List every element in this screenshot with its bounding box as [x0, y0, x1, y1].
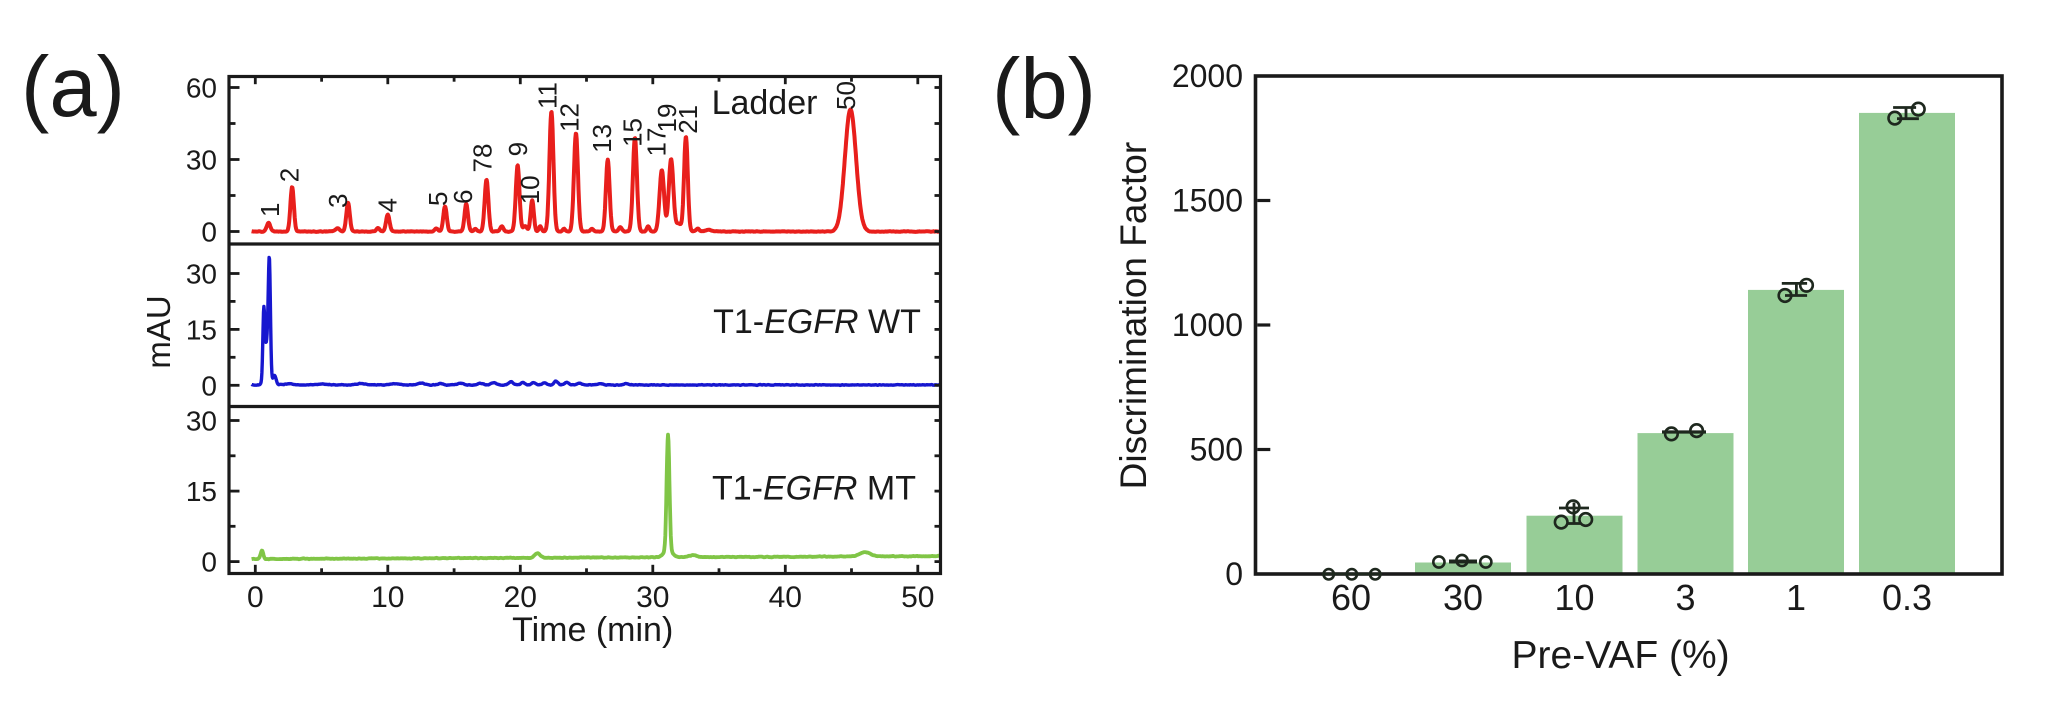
- svg-text:2000: 2000: [1172, 58, 1243, 94]
- svg-text:15: 15: [186, 314, 217, 345]
- svg-text:30: 30: [636, 581, 669, 614]
- svg-text:0: 0: [1225, 556, 1243, 592]
- svg-text:T1-EGFR WT: T1-EGFR WT: [713, 303, 921, 341]
- svg-text:0: 0: [247, 581, 264, 614]
- svg-text:0: 0: [201, 547, 217, 578]
- svg-text:2: 2: [275, 168, 305, 182]
- svg-text:Pre-VAF (%): Pre-VAF (%): [1512, 634, 1730, 677]
- svg-text:Ladder: Ladder: [712, 84, 818, 122]
- svg-text:mAU: mAU: [140, 295, 177, 368]
- svg-text:T1-EGFR MT: T1-EGFR MT: [712, 470, 916, 508]
- svg-text:78: 78: [468, 144, 498, 173]
- svg-text:5: 5: [423, 192, 453, 206]
- svg-text:(a): (a): [21, 40, 125, 135]
- svg-text:Discrimination Factor: Discrimination Factor: [1113, 142, 1154, 489]
- svg-text:9: 9: [503, 142, 533, 156]
- svg-text:10: 10: [371, 581, 404, 614]
- svg-text:1000: 1000: [1172, 307, 1243, 343]
- svg-text:30: 30: [186, 259, 217, 290]
- svg-text:60: 60: [1331, 577, 1371, 618]
- svg-text:21: 21: [673, 105, 703, 134]
- svg-text:20: 20: [504, 581, 537, 614]
- svg-text:11: 11: [533, 82, 563, 109]
- svg-text:12: 12: [555, 103, 585, 132]
- svg-text:17: 17: [642, 128, 672, 157]
- svg-text:50: 50: [831, 81, 861, 110]
- svg-text:6: 6: [448, 190, 478, 204]
- svg-text:19: 19: [652, 104, 682, 133]
- svg-text:30: 30: [186, 406, 217, 437]
- svg-text:1: 1: [1786, 577, 1806, 618]
- svg-text:500: 500: [1190, 432, 1243, 468]
- svg-text:0: 0: [201, 370, 217, 401]
- svg-text:1500: 1500: [1172, 183, 1243, 219]
- svg-text:3: 3: [1675, 577, 1695, 618]
- svg-text:3: 3: [323, 194, 353, 208]
- svg-text:40: 40: [769, 581, 802, 614]
- svg-text:30: 30: [1443, 577, 1483, 618]
- svg-text:60: 60: [186, 73, 217, 104]
- svg-text:15: 15: [618, 118, 648, 147]
- svg-text:50: 50: [901, 581, 934, 614]
- svg-text:0: 0: [201, 217, 217, 248]
- svg-text:(b): (b): [992, 42, 1096, 137]
- svg-text:Time (min): Time (min): [512, 611, 673, 649]
- svg-text:15: 15: [186, 476, 217, 507]
- svg-text:30: 30: [186, 145, 217, 176]
- svg-text:4: 4: [373, 198, 403, 212]
- svg-text:1: 1: [255, 203, 285, 217]
- svg-text:0.3: 0.3: [1882, 577, 1932, 618]
- svg-text:13: 13: [587, 124, 617, 153]
- svg-text:10: 10: [515, 175, 545, 204]
- svg-text:10: 10: [1554, 577, 1594, 618]
